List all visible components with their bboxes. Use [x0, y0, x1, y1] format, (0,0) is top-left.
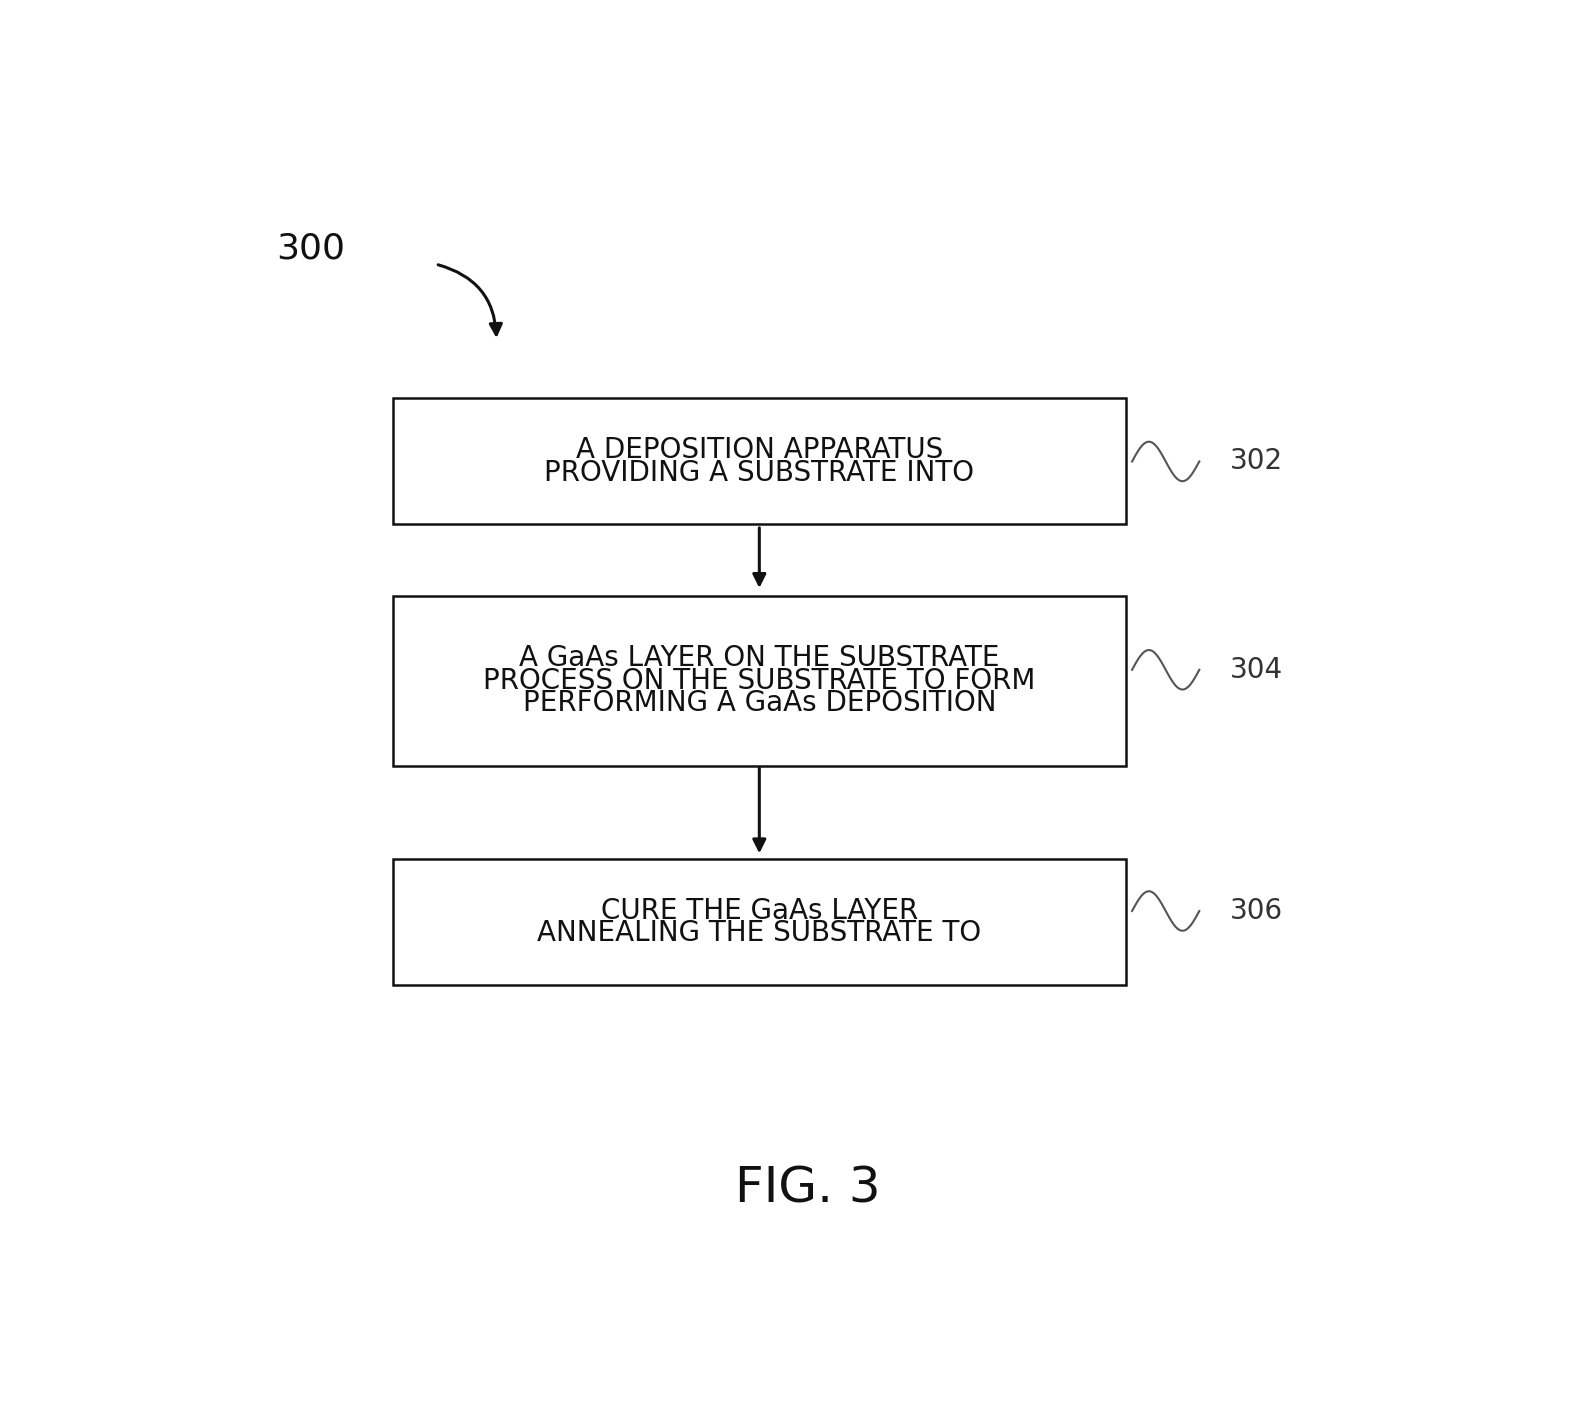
Text: 300: 300	[276, 231, 345, 265]
Text: 304: 304	[1230, 656, 1284, 684]
Text: CURE THE GaAs LAYER: CURE THE GaAs LAYER	[601, 897, 918, 924]
FancyBboxPatch shape	[393, 399, 1126, 524]
Text: 302: 302	[1230, 447, 1284, 476]
Text: PERFORMING A GaAs DEPOSITION: PERFORMING A GaAs DEPOSITION	[522, 689, 997, 718]
Text: PROVIDING A SUBSTRATE INTO: PROVIDING A SUBSTRATE INTO	[544, 459, 975, 487]
Text: ANNEALING THE SUBSTRATE TO: ANNEALING THE SUBSTRATE TO	[538, 918, 981, 947]
Text: 306: 306	[1230, 897, 1284, 926]
FancyBboxPatch shape	[393, 859, 1126, 985]
FancyBboxPatch shape	[393, 595, 1126, 766]
Text: FIG. 3: FIG. 3	[735, 1165, 882, 1212]
Text: A GaAs LAYER ON THE SUBSTRATE: A GaAs LAYER ON THE SUBSTRATE	[519, 645, 1000, 672]
Text: A DEPOSITION APPARATUS: A DEPOSITION APPARATUS	[576, 436, 943, 464]
Text: PROCESS ON THE SUBSTRATE TO FORM: PROCESS ON THE SUBSTRATE TO FORM	[483, 666, 1036, 695]
